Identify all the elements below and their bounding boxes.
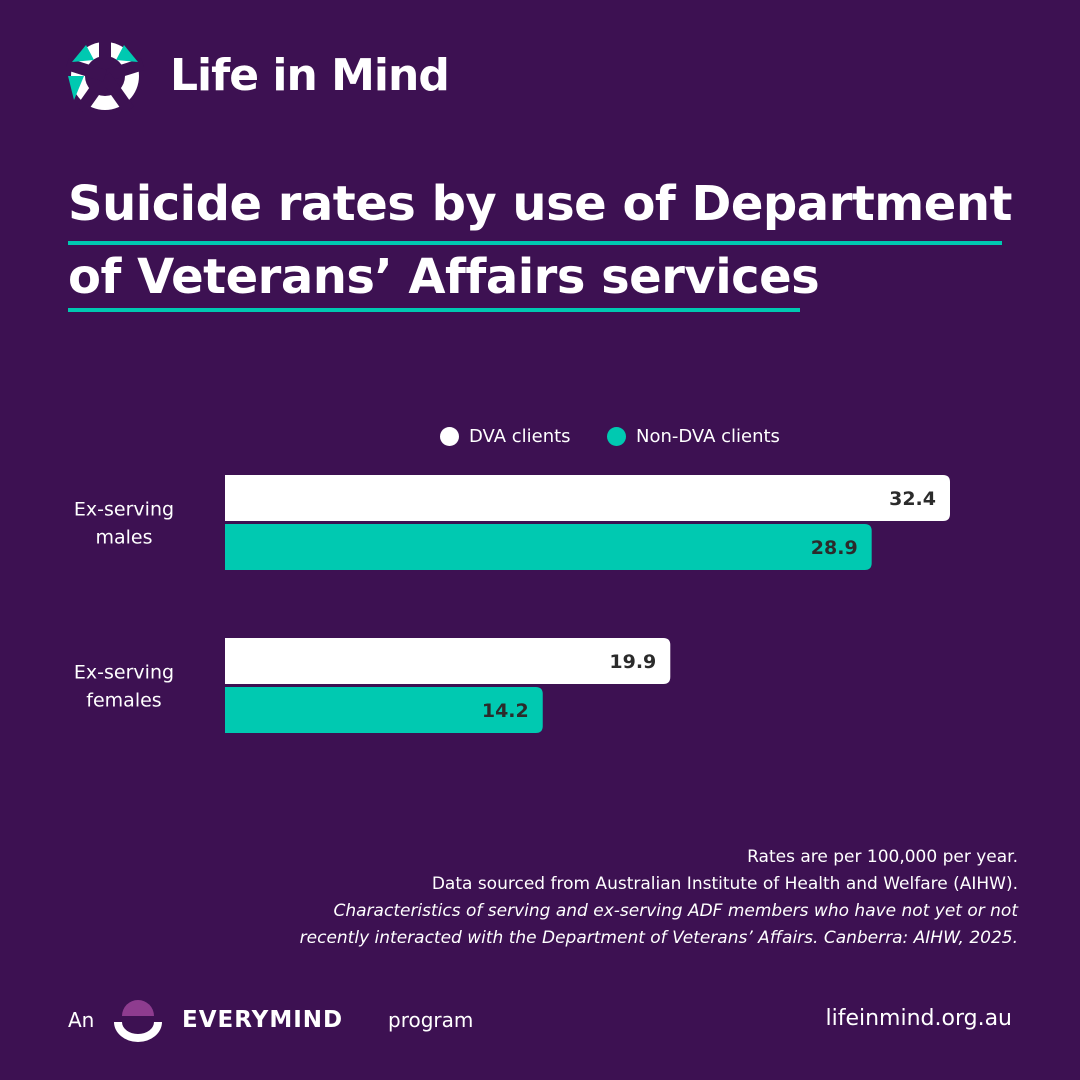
category-label: males — [95, 527, 152, 549]
bar-value-label: 28.9 — [811, 537, 858, 559]
everymind-logo-icon — [114, 1000, 162, 1042]
note-citation-line-1: Characteristics of serving and ex-servin… — [333, 901, 1019, 921]
chart-notes: Rates are per 100,000 per year. Data sou… — [300, 844, 1018, 952]
bar-dva — [225, 638, 671, 684]
bar-dva — [225, 475, 950, 521]
legend-label-dva: DVA clients — [469, 426, 571, 447]
note-source: Data sourced from Australian Institute o… — [431, 874, 1018, 894]
bar-value-label: 14.2 — [482, 700, 529, 722]
page-title-line-1: Suicide rates by use of Department — [68, 176, 1012, 232]
bar-value-label: 32.4 — [889, 488, 936, 510]
note-rates: Rates are per 100,000 per year. — [747, 847, 1018, 867]
bar-non-dva — [225, 687, 543, 733]
title-underline-2 — [68, 308, 800, 312]
legend-item-non-dva: Non-DVA clients — [607, 426, 780, 447]
legend-label-non-dva: Non-DVA clients — [636, 426, 780, 447]
footer-url[interactable]: lifeinmind.org.au — [825, 1006, 1012, 1031]
category-label: females — [86, 690, 161, 712]
category-label: Ex-serving — [74, 662, 174, 684]
legend-item-dva: DVA clients — [440, 426, 571, 447]
title-underline-1 — [68, 241, 1002, 245]
page-title-line-2: of Veterans’ Affairs services — [68, 249, 820, 305]
legend-swatch-dva — [440, 427, 459, 446]
bar-value-label: 19.9 — [609, 651, 656, 673]
bar-non-dva — [225, 524, 872, 570]
brand-name: Life in Mind — [170, 50, 450, 101]
footer-prefix: An — [68, 1008, 95, 1032]
life-in-mind-logo-icon — [66, 40, 144, 112]
footer-program: program — [388, 1008, 474, 1032]
category-label: Ex-serving — [74, 499, 174, 521]
note-citation-line-2: recently interacted with the Department … — [299, 928, 1018, 948]
legend-swatch-non-dva — [607, 427, 626, 446]
footer-everymind: EVERYMIND — [182, 1007, 344, 1033]
